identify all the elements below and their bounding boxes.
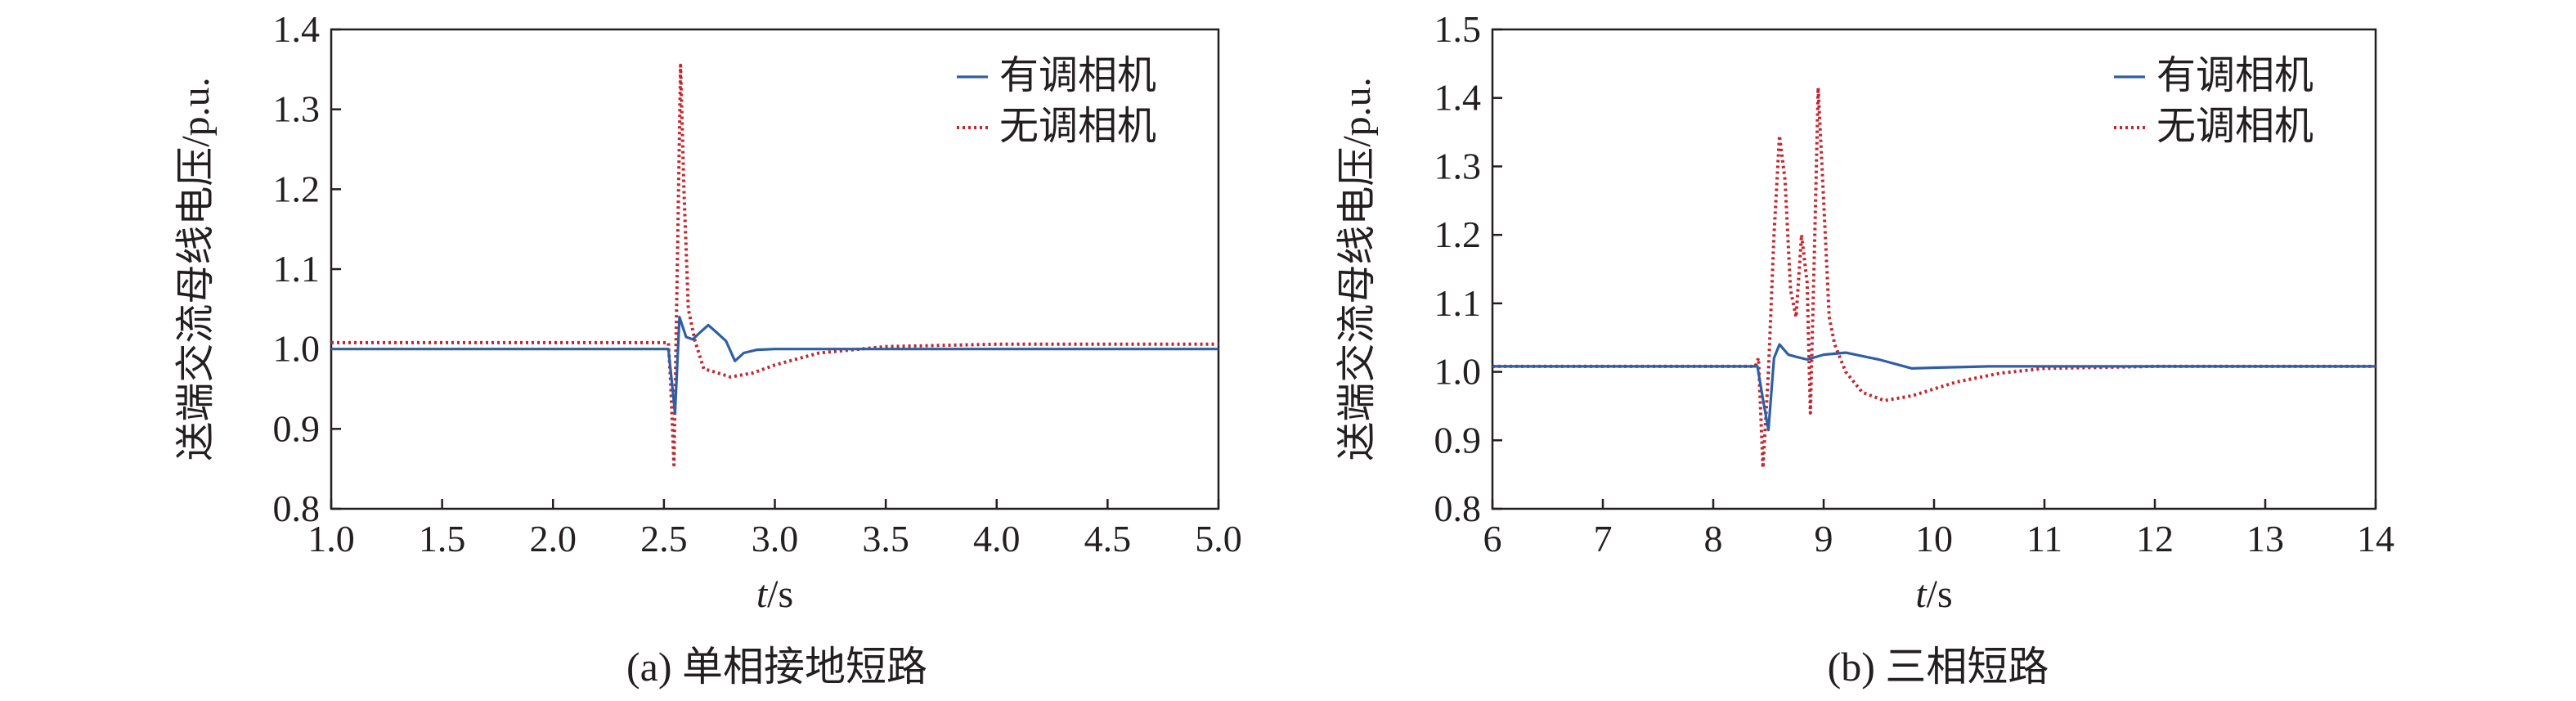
y-tick-label: 1.5 [1434, 8, 1482, 50]
y-tick-label: 0.8 [273, 488, 321, 529]
y-tick-label: 1.3 [273, 88, 321, 130]
x-tick-label: 3.5 [862, 518, 909, 559]
series-line-without-condenser [331, 63, 1218, 467]
panel-caption: (b) 三相短路 [1828, 644, 2049, 690]
y-tick-label: 1.3 [1434, 145, 1482, 186]
y-tick-label: 0.8 [1434, 488, 1482, 529]
series-line-with-condenser [331, 316, 1218, 415]
x-tick-label: 13 [2246, 518, 2284, 559]
y-tick-label: 1.2 [1434, 213, 1482, 255]
plot-frame [1491, 28, 2377, 510]
y-tick-label: 1.2 [273, 168, 321, 209]
x-tick-label: 8 [1704, 518, 1723, 559]
x-tick-label: 2.0 [530, 518, 577, 559]
x-axis-label-unit: /s [767, 573, 793, 616]
y-tick-label: 1.4 [273, 8, 321, 50]
legend-label-1: 无调相机 [2156, 105, 2313, 148]
x-tick-label: 4.5 [1084, 518, 1132, 559]
x-tick-label: 9 [1815, 518, 1833, 559]
y-tick-label: 1.4 [1434, 77, 1482, 119]
panel-caption: (a) 单相接地短路 [626, 644, 927, 690]
x-tick-label: 10 [1915, 518, 1953, 559]
legend-label-0: 有调相机 [2156, 54, 2313, 97]
x-tick-label: 2.5 [640, 518, 688, 559]
x-tick-label: 5.0 [1195, 518, 1242, 559]
x-tick-label: 3.0 [752, 518, 799, 559]
y-tick-label: 1.0 [1434, 351, 1482, 393]
x-tick-label: 1.0 [307, 518, 355, 559]
y-tick-label: 0.9 [1434, 419, 1482, 461]
legend-label-1: 无调相机 [999, 105, 1156, 148]
legend-label-0: 有调相机 [999, 54, 1156, 97]
x-tick-label: 12 [2136, 518, 2174, 559]
x-axis-label: t/s [756, 573, 793, 616]
x-tick-label: 1.5 [419, 518, 466, 559]
x-tick-label: 11 [2026, 518, 2062, 559]
y-axis-label: 送端交流母线电压/p.u. [1335, 77, 1379, 461]
x-axis-label-var: t [756, 573, 769, 616]
x-axis-label-unit: /s [1927, 573, 1953, 616]
x-axis-label: t/s [1915, 573, 1952, 616]
y-tick-label: 1.0 [273, 328, 321, 370]
plot-frame [330, 28, 1220, 510]
series-line-with-condenser [1492, 343, 2376, 432]
x-axis-label-var: t [1915, 573, 1928, 616]
y-tick-label: 0.9 [273, 407, 321, 449]
y-tick-label: 1.1 [1434, 282, 1482, 324]
x-tick-label: 4.0 [973, 518, 1021, 559]
series-line-without-condenser [1492, 86, 2376, 470]
y-tick-label: 1.1 [273, 248, 321, 290]
y-axis-label: 送端交流母线电压/p.u. [174, 77, 218, 461]
x-tick-label: 6 [1483, 518, 1502, 559]
chart-panel-a: 1.0 1.5 2.0 2.5 3.0 3.5 4.0 4.5 5.0 0.8 0.9 1.0 1.1 1… [174, 8, 1242, 690]
chart-panel-b: 6 7 8 9 10 11 12 13 14 0.8 0.9 1.0 1.1 1.2 1.3 1.4 1.5 t/… [1335, 8, 2394, 690]
x-tick-label: 7 [1594, 518, 1613, 559]
x-tick-label: 14 [2357, 518, 2394, 559]
